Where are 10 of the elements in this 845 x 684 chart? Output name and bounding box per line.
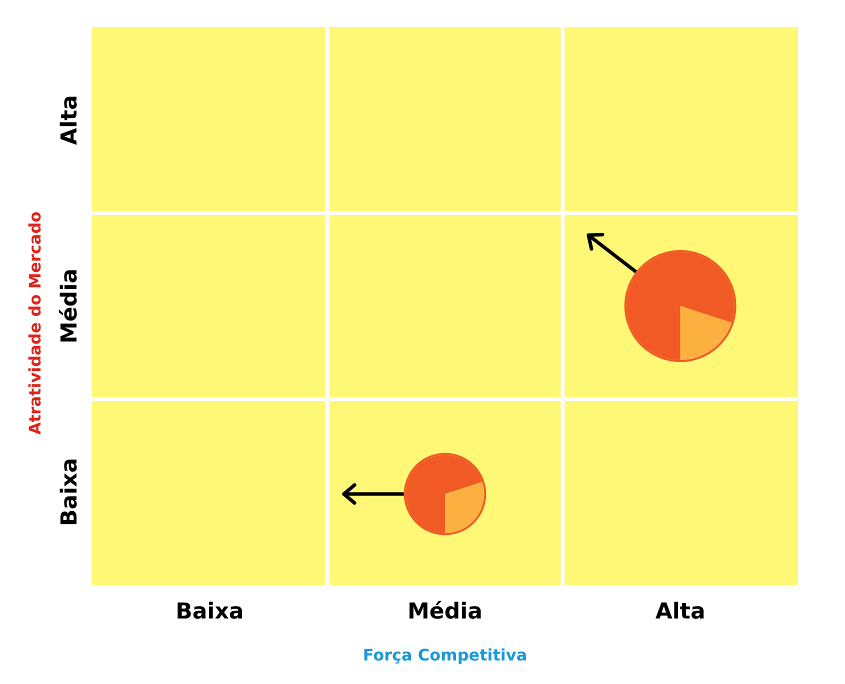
x-tick-label: Alta [655, 600, 706, 624]
category-label: Média [58, 268, 82, 344]
pie-slice [445, 482, 484, 534]
y-axis-title: Atratividade do Mercado [26, 211, 44, 435]
category-label: Baixa [58, 458, 82, 526]
x-tick-label: Média [408, 600, 482, 624]
x-tick-label: Baixa [176, 600, 244, 624]
pie-slice [680, 306, 732, 360]
category-label: Alta [58, 95, 82, 145]
x-axis-title: Força Competitiva [362, 646, 528, 664]
